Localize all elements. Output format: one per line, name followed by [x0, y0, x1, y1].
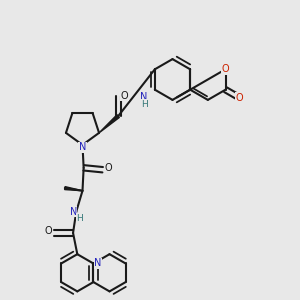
Text: H: H [76, 214, 83, 223]
Text: O: O [120, 91, 128, 101]
Polygon shape [64, 187, 82, 191]
Text: O: O [222, 64, 229, 74]
Text: N: N [70, 206, 77, 217]
Polygon shape [99, 115, 119, 133]
Text: N: N [79, 142, 86, 152]
Text: O: O [236, 93, 243, 103]
Text: N: N [140, 92, 148, 102]
Text: N: N [94, 259, 102, 269]
Text: O: O [105, 163, 112, 173]
Text: O: O [45, 226, 52, 236]
Text: H: H [141, 100, 147, 109]
